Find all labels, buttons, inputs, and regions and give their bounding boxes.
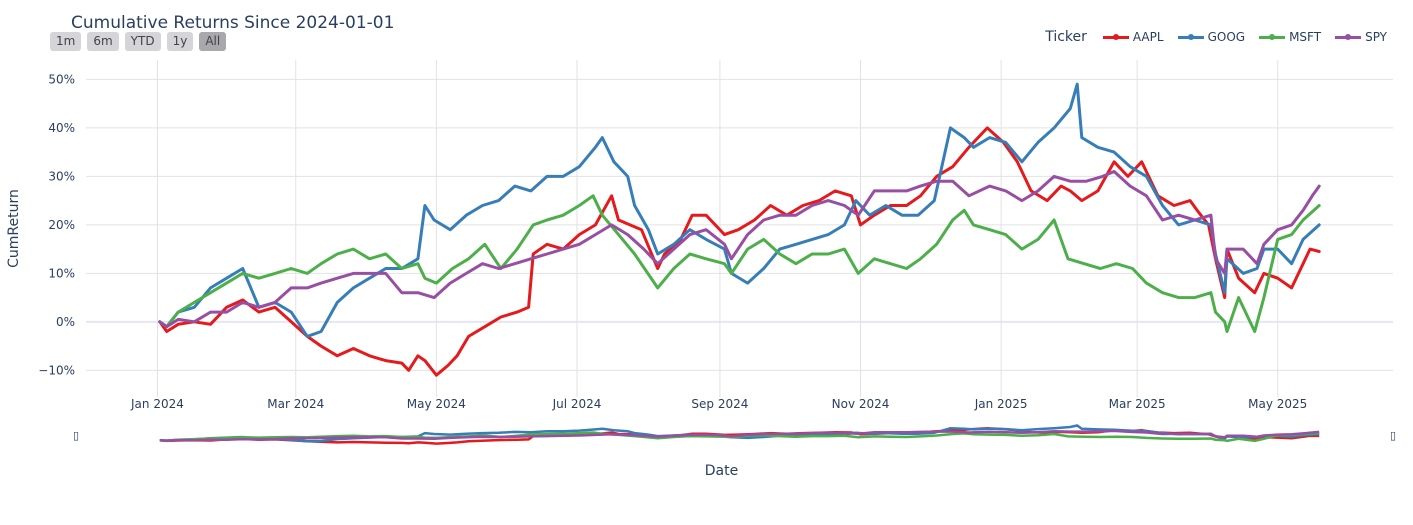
legend-title: Ticker — [1045, 29, 1087, 45]
legend: Ticker AAPL GOOG MSFT SPY — [1045, 29, 1387, 45]
range-button-1m[interactable]: 1m — [50, 32, 82, 51]
x-tick-label: Mar 2025 — [1109, 397, 1166, 411]
legend-item-aapl[interactable]: AAPL — [1102, 30, 1164, 44]
series-line-goog[interactable] — [158, 82, 1321, 338]
y-tick-label: 0% — [56, 315, 75, 329]
range-button-1y[interactable]: 1y — [166, 32, 194, 51]
legend-swatch — [1259, 34, 1286, 40]
range-button-all[interactable]: All — [199, 32, 227, 51]
legend-label: MSFT — [1289, 30, 1322, 44]
legend-label: AAPL — [1132, 30, 1164, 44]
legend-label: GOOG — [1207, 30, 1246, 44]
y-tick-label: 30% — [48, 169, 75, 183]
y-tick-label: 20% — [48, 218, 75, 232]
range-slider-right-handle[interactable]: ▯ — [1390, 429, 1396, 442]
legend-swatch — [1102, 34, 1129, 40]
legend-swatch — [1177, 34, 1204, 40]
x-tick-label: May 2025 — [1248, 397, 1307, 411]
legend-item-spy[interactable]: SPY — [1335, 30, 1387, 44]
x-axis-title: Date — [705, 463, 738, 479]
y-tick-label: 10% — [48, 266, 75, 280]
x-tick-label: Jan 2025 — [974, 397, 1028, 411]
range-slider-left-handle[interactable]: ▯ — [73, 429, 79, 442]
series-line-aapl[interactable] — [158, 126, 1321, 377]
y-tick-label: 40% — [48, 121, 75, 135]
legend-item-goog[interactable]: GOOG — [1177, 30, 1246, 44]
series-line-msft[interactable] — [158, 194, 1321, 333]
x-tick-label: Jan 2024 — [130, 397, 184, 411]
x-tick-label: Jul 2024 — [552, 397, 602, 411]
y-tick-label: 50% — [48, 72, 75, 86]
x-tick-label: Nov 2024 — [832, 397, 890, 411]
series-line-spy[interactable] — [158, 170, 1321, 329]
x-tick-label: May 2024 — [407, 397, 466, 411]
legend-label: SPY — [1365, 30, 1387, 44]
chart-title: Cumulative Returns Since 2024-01-01 — [71, 13, 395, 33]
range-button-ytd[interactable]: YTD — [124, 32, 161, 51]
x-tick-label: Sep 2024 — [691, 397, 748, 411]
y-tick-label: −10% — [38, 363, 75, 377]
x-tick-label: Mar 2024 — [267, 397, 324, 411]
slider-series-spy — [159, 429, 1320, 442]
legend-item-msft[interactable]: MSFT — [1259, 30, 1321, 44]
y-axis-title: CumReturn — [6, 189, 22, 268]
range-selector: 1m 6m YTD 1y All — [50, 32, 227, 51]
range-button-6m[interactable]: 6m — [87, 32, 119, 51]
legend-swatch — [1335, 34, 1362, 40]
